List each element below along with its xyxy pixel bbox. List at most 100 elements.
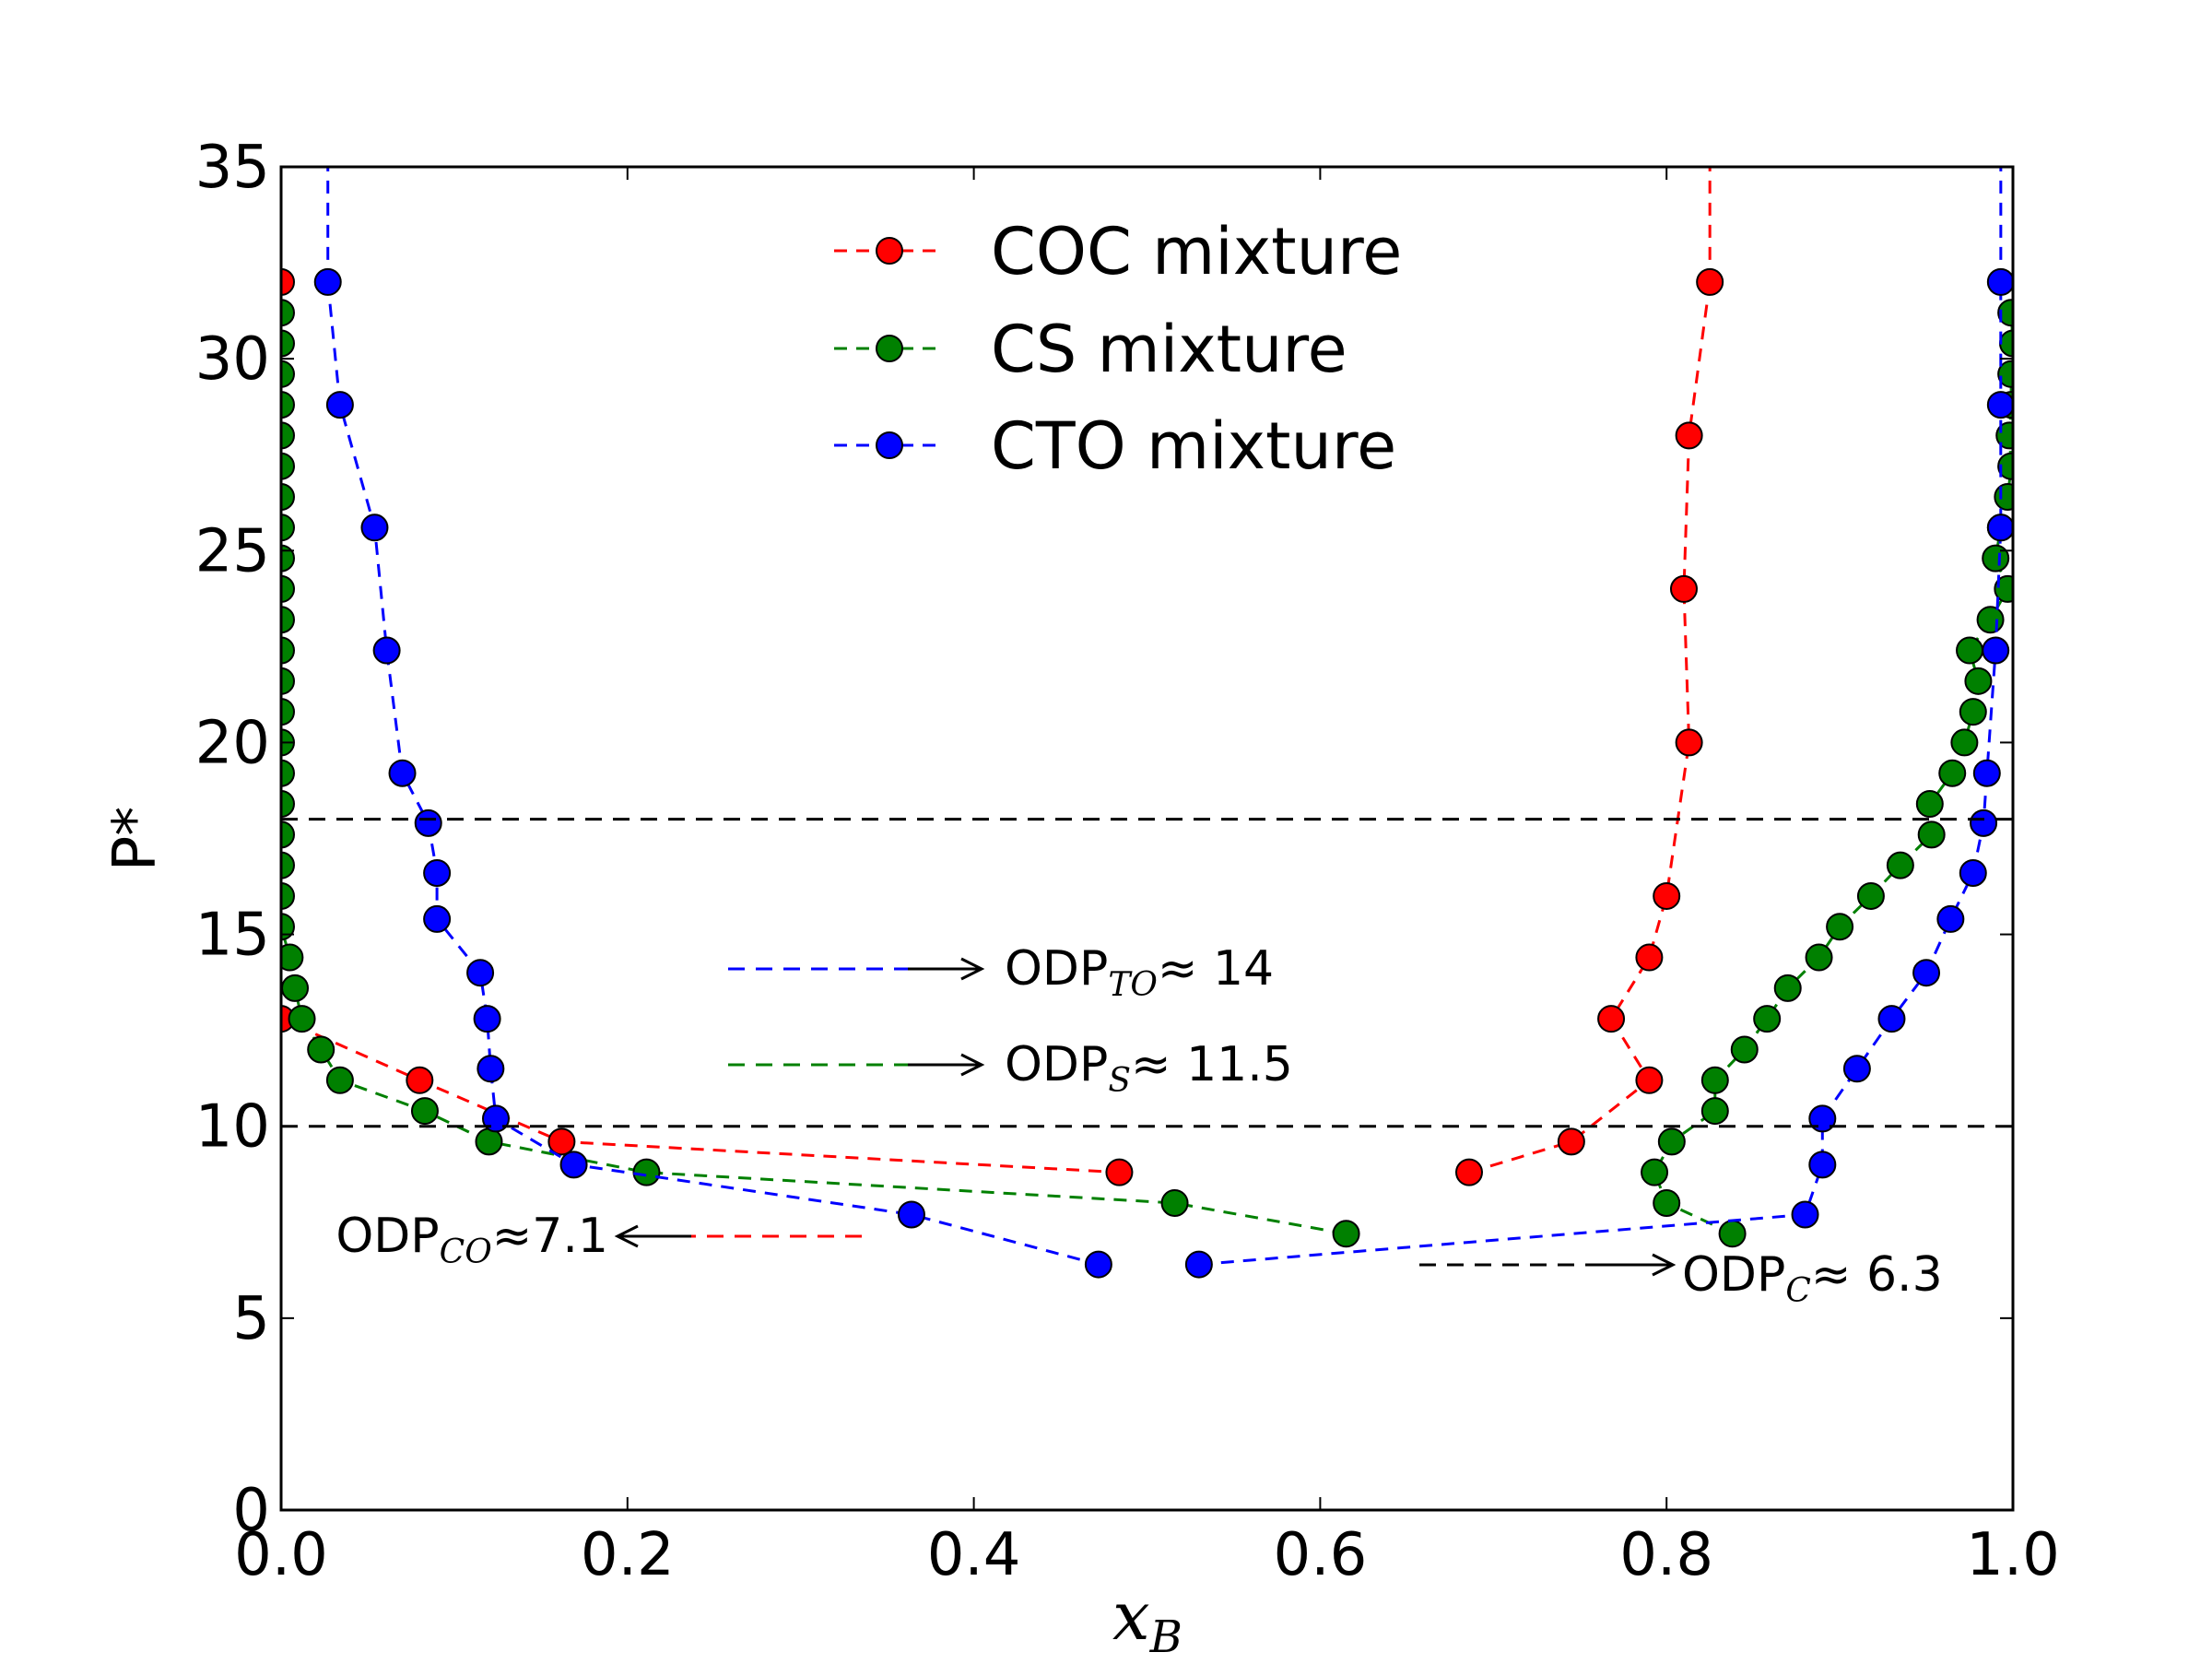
cs-data-point <box>1915 790 1944 819</box>
cs-data-point <box>281 329 295 358</box>
cs-data-point <box>1956 636 1984 665</box>
coc-data-point <box>1635 1066 1664 1094</box>
cto-data-point <box>473 1005 501 1033</box>
x-axis-title-main: x <box>1112 1577 1150 1655</box>
cs-data-point <box>281 299 295 327</box>
cs-data-point <box>1982 544 2010 572</box>
cto-data-point <box>1842 1055 1871 1083</box>
cs-data-point <box>1700 1097 1729 1126</box>
coc-data-point <box>1669 574 1698 603</box>
y-tick-label: 25 <box>195 517 270 585</box>
cto-data-point <box>897 1200 925 1229</box>
odp-c-label: ODPC≈ 6.3 <box>1682 1247 1943 1310</box>
cto-data-point <box>1972 759 2001 787</box>
cto-data-point <box>1986 513 2013 542</box>
cs-data-point <box>281 391 295 419</box>
cs-data-point <box>1653 1188 1681 1217</box>
cto-data-point <box>559 1151 588 1179</box>
x-tick-label: 1.0 <box>1966 1521 2060 1589</box>
coc-series-line <box>1468 281 1712 1174</box>
coc-data-point <box>1597 1005 1626 1033</box>
cto-data-point <box>1986 267 2013 296</box>
cto-data-point <box>372 636 401 665</box>
y-tick-label: 20 <box>195 709 270 777</box>
x-tick-label: 0.0 <box>234 1521 328 1589</box>
x-axis-title-sub: B <box>1149 1611 1182 1659</box>
y-tick-label: 15 <box>195 902 270 970</box>
cs-data-point <box>1718 1220 1747 1248</box>
cs-data-point <box>475 1127 503 1156</box>
cs-data-point <box>1826 913 1854 941</box>
legend-coc-label: COC mixture <box>991 214 1402 289</box>
cs-data-point <box>1950 728 1979 757</box>
cto-data-point <box>388 759 417 787</box>
cs-data-point <box>281 974 310 1002</box>
cs-data-point <box>632 1158 661 1186</box>
cs-data-point <box>281 606 295 634</box>
odp-co-arrow <box>614 1224 862 1248</box>
cs-data-point <box>1856 881 1885 910</box>
cto-data-point <box>1791 1200 1819 1229</box>
cs-data-point <box>281 544 295 572</box>
cto-data-point <box>1970 808 1998 837</box>
y-tick-label: 0 <box>232 1477 270 1545</box>
cs-data-point <box>281 360 295 388</box>
cs-data-point <box>1997 452 2013 480</box>
odp-s-label: ODPS≈ 11.5 <box>1005 1037 1293 1100</box>
y-tick-label: 30 <box>195 325 270 394</box>
cs-data-point <box>1773 974 1802 1002</box>
cs-data-point <box>1332 1220 1360 1248</box>
cs-data-point <box>1976 606 2005 634</box>
plot-frame <box>279 165 2015 1512</box>
cto-data-point <box>1808 1151 1837 1179</box>
coc-data-point <box>1696 267 1724 296</box>
cs-data-point <box>281 421 295 450</box>
cto-data-point <box>423 904 452 933</box>
cs-data-point <box>281 851 295 879</box>
cto-data-point <box>1912 959 1941 987</box>
coc-data-point <box>1675 421 1703 450</box>
coc-data-point <box>1557 1127 1585 1156</box>
cs-data-point <box>1997 360 2013 388</box>
cto-data-point <box>313 267 342 296</box>
cs-data-point <box>281 790 295 819</box>
legend-coc-marker <box>876 237 903 265</box>
cs-data-point <box>1730 1035 1759 1064</box>
cto-data-point <box>1982 636 2010 665</box>
cs-data-point <box>1997 299 2013 327</box>
x-tick-label: 0.8 <box>1619 1521 1713 1589</box>
cs-data-point <box>1753 1005 1782 1033</box>
cs-data-point <box>1964 667 1993 695</box>
y-tick-label: 35 <box>195 134 270 202</box>
cs-data-point <box>281 881 295 910</box>
cs-data-point <box>1641 1158 1669 1186</box>
cto-data-point <box>466 959 495 987</box>
cs-data-point <box>325 1066 354 1094</box>
cs-data-point <box>1700 1066 1729 1094</box>
odp-to-arrow <box>728 957 985 981</box>
cs-data-point <box>281 483 295 512</box>
coc-data-point <box>1105 1158 1134 1186</box>
cto-series-line <box>1198 281 2003 1267</box>
y-axis-title: P* <box>101 807 170 872</box>
cs-data-point <box>410 1097 439 1126</box>
cs-data-point <box>281 452 295 480</box>
coc-data-point <box>1454 1158 1483 1186</box>
odp-co-label: ODPCO≈7.1 <box>335 1209 608 1271</box>
cto-data-point <box>1877 1005 1906 1033</box>
cs-data-point <box>1917 820 1946 849</box>
odp-to-label: ODPTO≈ 14 <box>1005 941 1274 1004</box>
y-tick-label: 10 <box>195 1093 270 1162</box>
cs-data-point <box>281 759 295 787</box>
cs-data-point <box>307 1035 335 1064</box>
cs-data-point <box>1959 698 1987 726</box>
legend-cto-label: CTO mixture <box>991 408 1396 484</box>
cs-data-point <box>1160 1188 1189 1217</box>
cs-data-point <box>1994 483 2013 512</box>
odp-c-arrow <box>1419 1253 1677 1277</box>
cto-data-point <box>1936 904 1965 933</box>
cto-data-point <box>477 1055 505 1083</box>
coc-data-point <box>406 1066 434 1094</box>
cs-data-point <box>281 698 295 726</box>
